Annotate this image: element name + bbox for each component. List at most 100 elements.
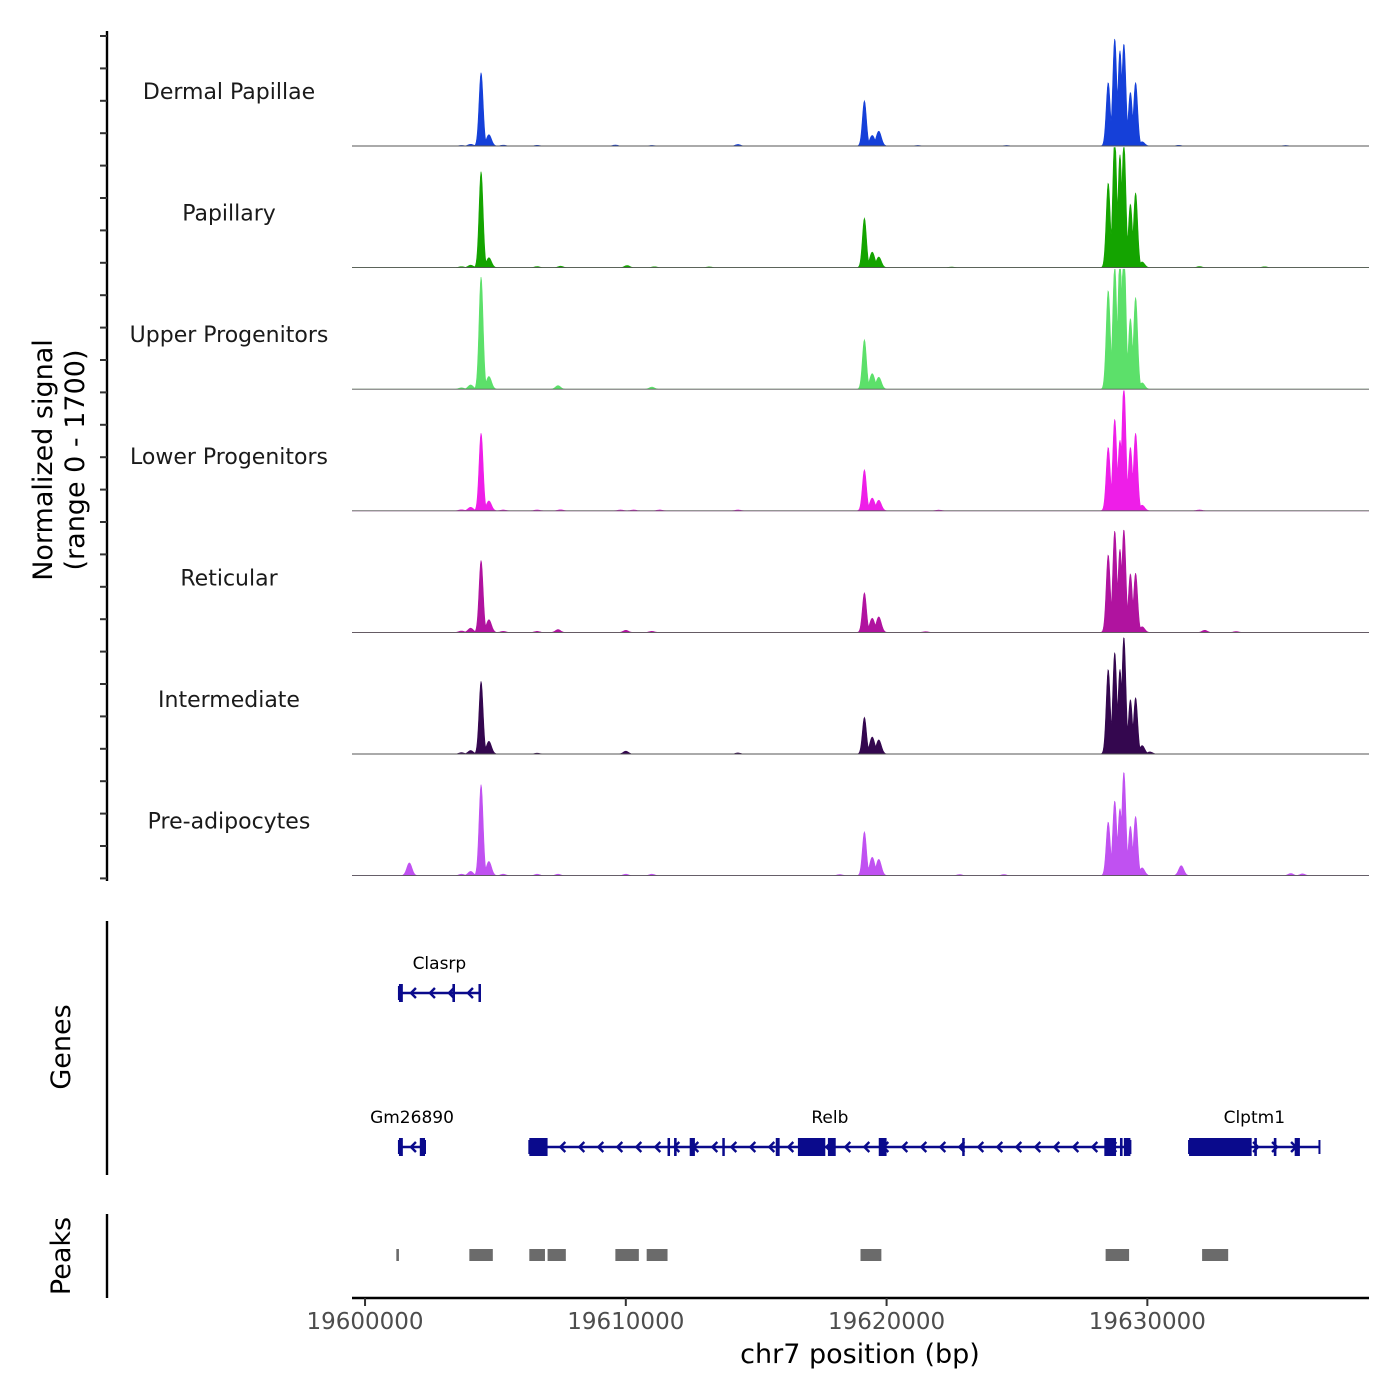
strand-arrow — [634, 1141, 643, 1153]
track-papillary: Papillary — [182, 147, 1369, 269]
x-tick-label: 19630000 — [1089, 1309, 1206, 1335]
exon-block — [827, 1138, 836, 1156]
exon-block — [722, 1138, 725, 1156]
x-tick-label: 19620000 — [828, 1309, 945, 1335]
x-axis-title: chr7 position (bp) — [740, 1339, 980, 1370]
track-dermal-papillae: Dermal Papillae — [143, 38, 1369, 147]
gene-gm26890: Gm26890 — [370, 1108, 454, 1156]
coverage-tracks: Dermal Papillae Papillary Upper Progenitor… — [130, 38, 1369, 877]
track-upper-progenitors: Upper Progenitors — [130, 268, 1369, 390]
strand-arrow — [615, 1141, 624, 1153]
strand-arrow — [1271, 1141, 1279, 1153]
exon-block — [797, 1138, 826, 1156]
strand-arrow — [596, 1141, 605, 1153]
strand-arrow — [428, 987, 436, 999]
gene-clasrp: Clasrp — [397, 954, 481, 1002]
peak-region — [860, 1249, 882, 1261]
strand-arrow — [900, 1141, 909, 1153]
track-label: Reticular — [180, 566, 278, 591]
exon-block — [1273, 1138, 1277, 1156]
peak-region — [615, 1249, 639, 1261]
gene-label: Gm26890 — [370, 1108, 454, 1128]
peak-region — [529, 1249, 545, 1261]
signal-area — [352, 268, 1369, 390]
strand-arrow — [409, 1141, 417, 1153]
x-tick-label: 19600000 — [306, 1309, 423, 1335]
exon-block — [878, 1138, 887, 1156]
signal-area — [352, 38, 1369, 147]
peak-region — [646, 1249, 668, 1261]
strand-arrow — [938, 1141, 947, 1153]
track-label: Pre-adipocytes — [148, 810, 311, 835]
strand-arrow — [786, 1141, 795, 1153]
peak-region — [547, 1249, 566, 1261]
strand-arrow — [1033, 1141, 1042, 1153]
track-label: Dermal Papillae — [143, 80, 315, 105]
gene-label: Relb — [811, 1108, 848, 1128]
gene-label: Clasrp — [413, 954, 467, 974]
peak-region — [396, 1249, 399, 1261]
exon-block — [689, 1138, 695, 1156]
track-lower-progenitors: Lower Progenitors — [130, 390, 1369, 512]
signal-area — [352, 637, 1369, 755]
strand-arrow — [843, 1141, 852, 1153]
peak-region — [469, 1249, 493, 1261]
strand-arrow — [1052, 1141, 1061, 1153]
strand-arrow — [653, 1141, 662, 1153]
exon-block — [667, 1138, 671, 1156]
strand-arrow — [447, 987, 455, 999]
exon-block — [1189, 1138, 1252, 1156]
strand-arrow — [1090, 1141, 1099, 1153]
peak-regions — [396, 1249, 1229, 1261]
exon-block — [1123, 1138, 1131, 1156]
gene-annotations: Clasrp Gm26890 Relb Clptm1 — [370, 954, 1321, 1156]
exon-block — [398, 1138, 403, 1156]
peak-region — [1202, 1249, 1229, 1261]
genes-panel-title: Genes — [46, 1004, 77, 1089]
signal-area — [352, 390, 1369, 512]
strand-arrow — [919, 1141, 928, 1153]
signal-y-axis-range: (range 0 - 1700) — [60, 350, 91, 571]
peaks-panel-title: Peaks — [46, 1217, 77, 1295]
track-intermediate: Intermediate — [158, 637, 1369, 755]
strand-arrow — [729, 1141, 738, 1153]
x-axis-ticks: 19600000 19610000 19620000 19630000 — [306, 1298, 1206, 1335]
track-pre-adipocytes: Pre-adipocytes — [148, 772, 1369, 877]
gene-label: Clptm1 — [1224, 1108, 1285, 1128]
exon-block — [1104, 1138, 1117, 1156]
x-tick-label: 19610000 — [567, 1309, 684, 1335]
track-label: Lower Progenitors — [130, 445, 328, 470]
strand-arrow — [1071, 1141, 1080, 1153]
strand-arrow — [558, 1141, 567, 1153]
exon-block — [1119, 1138, 1123, 1156]
exon-block — [452, 984, 456, 1002]
strand-arrow — [577, 1141, 586, 1153]
strand-arrow — [466, 987, 474, 999]
track-label: Intermediate — [158, 688, 300, 713]
signal-area — [352, 529, 1369, 633]
strand-arrow — [409, 987, 417, 999]
strand-arrow — [976, 1141, 985, 1153]
strand-arrow — [862, 1141, 871, 1153]
exon-block — [962, 1138, 965, 1156]
signal-y-axis-title: Normalized signal — [28, 339, 59, 581]
exon-block — [775, 1138, 780, 1156]
signal-area — [352, 147, 1369, 268]
gene-relb: Relb — [528, 1108, 1132, 1156]
strand-arrow — [767, 1141, 776, 1153]
signal-area — [352, 772, 1369, 876]
track-reticular: Reticular — [180, 529, 1369, 633]
exon-block — [398, 984, 403, 1002]
exon-block — [1294, 1138, 1300, 1156]
strand-arrow — [1014, 1141, 1023, 1153]
exon-block — [478, 984, 481, 1002]
gene-clptm1: Clptm1 — [1188, 1108, 1321, 1156]
track-label: Papillary — [182, 202, 276, 227]
exon-block — [674, 1138, 677, 1156]
strand-arrow — [710, 1141, 719, 1153]
signal-y-axis-ticks — [100, 35, 107, 880]
strand-arrow — [995, 1141, 1004, 1153]
exon-block — [1254, 1138, 1257, 1156]
exon-block — [529, 1138, 548, 1156]
